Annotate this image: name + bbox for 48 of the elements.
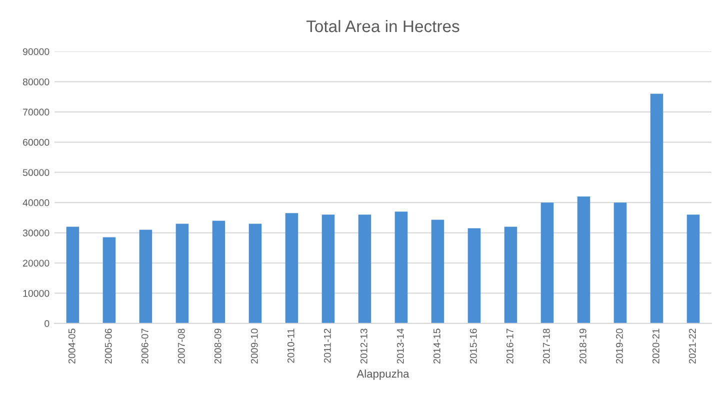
x-tick-label: 2010-11 (287, 328, 294, 363)
bar (504, 226, 518, 324)
x-tick-label: 2017-18 (542, 328, 550, 364)
y-tick-label: 30000 (22, 230, 50, 236)
bar (431, 220, 444, 324)
bar (540, 202, 554, 324)
x-tick-label: 2007-08 (178, 328, 185, 364)
x-tick-label: 2011-12 (324, 328, 331, 363)
y-tick-label: 40000 (22, 199, 50, 206)
bar (176, 224, 189, 324)
x-tick-label: 2012-13 (360, 328, 368, 364)
x-tick-label: 2019-20 (616, 328, 623, 364)
x-tick-label: 2005-06 (104, 328, 112, 364)
bar (322, 214, 335, 324)
x-tick-label: 2014-15 (433, 328, 440, 364)
x-axis-title: Alappuzha (356, 370, 410, 380)
x-tick-label: 2009-10 (250, 328, 258, 364)
bar (394, 212, 408, 324)
x-tick-label: 2013-14 (396, 328, 404, 364)
bar (358, 214, 372, 324)
bar (139, 230, 152, 324)
x-tick-label: 2004-05 (68, 328, 76, 364)
bar (468, 228, 481, 324)
y-tick-label: 10000 (23, 290, 50, 297)
bar (66, 226, 80, 324)
y-tick-label: 60000 (23, 138, 50, 146)
x-tick-label: 2016-17 (506, 328, 514, 364)
y-tick-label: 0 (44, 320, 50, 328)
x-tick-label: 2006-07 (141, 328, 148, 364)
bar (285, 213, 298, 324)
y-tick-label: 80000 (22, 78, 50, 86)
bar (577, 196, 590, 324)
y-tick-label: 50000 (22, 169, 50, 176)
y-tick-label: 70000 (23, 108, 50, 116)
y-tick-label: 20000 (23, 260, 50, 267)
bar (102, 237, 116, 324)
bar (248, 224, 262, 324)
bar (686, 214, 700, 324)
x-tick-label: 2021-22 (688, 328, 696, 364)
x-tick-label: 2018-19 (579, 328, 586, 364)
x-tick-label: 2020-21 (652, 328, 660, 364)
bar (212, 220, 226, 324)
chart-title: Total Area in Hectres (306, 20, 460, 32)
bar (614, 202, 627, 324)
y-tick-label: 90000 (23, 48, 50, 56)
bar (650, 94, 664, 324)
x-tick-label: 2015-16 (470, 328, 477, 364)
x-tick-label: 2008-09 (214, 328, 222, 364)
